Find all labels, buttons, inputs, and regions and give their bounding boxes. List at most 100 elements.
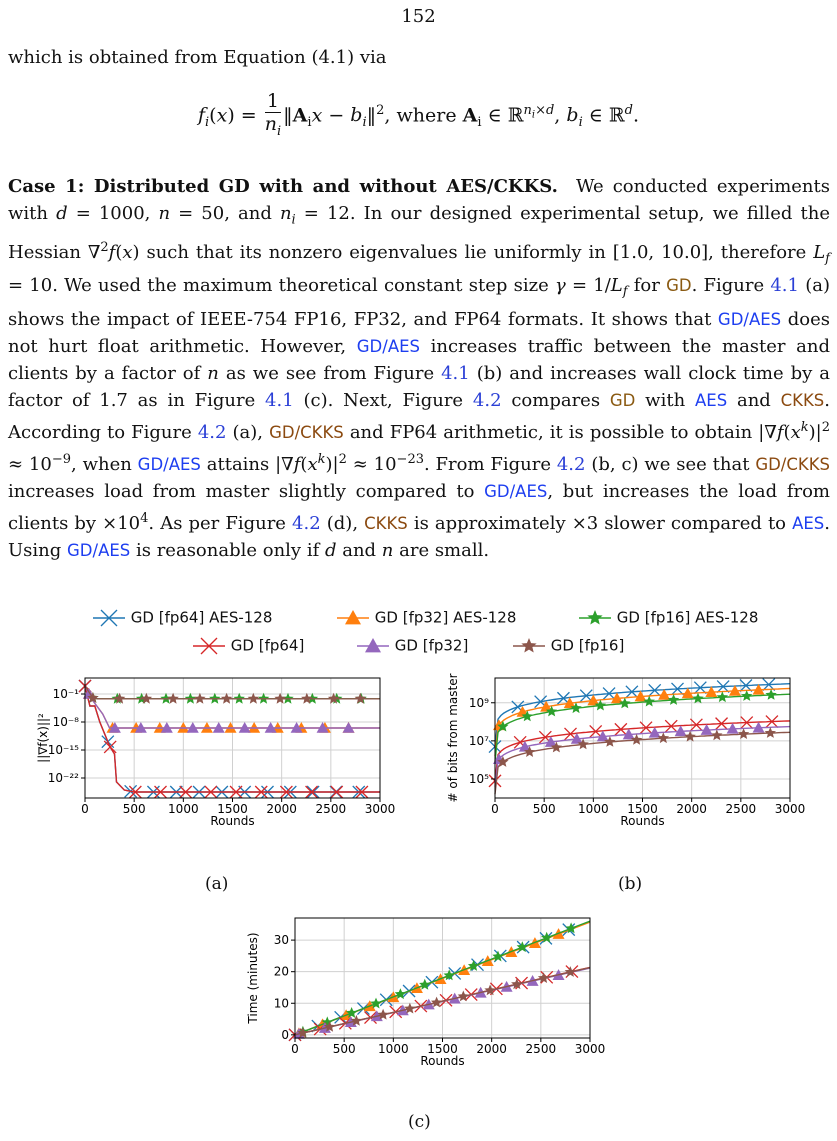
data-point: [370, 997, 382, 1009]
chart-legend: GD [fp64] AES-128 GD [fp32] AES-128 GD […: [0, 608, 837, 664]
legend-symbol: [200, 637, 218, 655]
data-point: [345, 1007, 358, 1018]
eq-where: , where: [384, 104, 457, 127]
data-point: [516, 705, 529, 717]
data-point: [563, 697, 576, 709]
data-point: [518, 740, 531, 752]
data-point: [430, 996, 443, 1008]
data-point: [521, 710, 533, 722]
x-tick-label: 2500: [726, 802, 757, 816]
data-point: [614, 722, 628, 736]
data-point: [619, 697, 631, 709]
legend-item-1: GD [fp32] AES-128: [336, 608, 516, 628]
x-tick-label: 2000: [266, 802, 297, 816]
x-tick-label: 1500: [217, 802, 248, 816]
data-point: [305, 785, 319, 799]
y-tick-label: 10⁻¹⁵: [48, 743, 79, 757]
data-point: [279, 785, 293, 799]
data-point: [648, 726, 661, 738]
data-point: [657, 732, 670, 744]
data-point: [492, 950, 504, 962]
data-point: [544, 736, 557, 747]
chart-a: 0 500 1000 1500 2000 2500 3000 10⁻¹ 10⁻⁸ 10⁻¹⁵ 10⁻…: [36, 677, 395, 828]
data-point: [594, 699, 607, 711]
data-point: [327, 692, 340, 704]
data-point: [684, 730, 696, 742]
data-point: [570, 702, 582, 714]
data-point: [625, 685, 639, 699]
data-point: [247, 692, 260, 704]
data-point: [693, 681, 707, 695]
data-point: [204, 785, 218, 799]
data-point: [643, 695, 655, 707]
data-point: [577, 738, 589, 750]
chart-c: 0 500 1000 1500 2000 2500 3000 0 10 20 30 Rounds Tim…: [246, 917, 606, 1068]
data-point: [739, 679, 753, 692]
legend-symbol: [587, 610, 603, 625]
y-tick-label: 10⁻²²: [48, 771, 79, 785]
data-point: [194, 692, 206, 704]
legend-symbol: [521, 638, 537, 653]
data-point: [541, 931, 553, 943]
data-point: [457, 990, 470, 1002]
legend-item-5: GD [fp16]: [512, 636, 624, 656]
y-tick-label: 10⁷: [469, 734, 489, 748]
series-line: [494, 725, 791, 787]
data-point: [726, 722, 739, 734]
legend-marker-2: [579, 610, 611, 625]
equation: fi(x) = 1 ni ‖Aix − bi‖2, where Ai ∈ ℝni×d…: [197, 90, 640, 139]
data-point: [316, 722, 329, 733]
y-tick-label: 30: [274, 933, 289, 947]
legend-item-0: GD [fp64] AES-128: [92, 608, 272, 628]
x-tick-label: 1500: [627, 802, 658, 816]
case-paragraph: Case 1: Distributed GD with and without …: [8, 176, 831, 561]
data-point: [128, 785, 142, 799]
y-tick-label: 10⁹: [469, 696, 489, 710]
x-tick-label: 3000: [575, 1042, 606, 1056]
data-point: [342, 722, 355, 733]
caption-c: (c): [408, 1112, 431, 1132]
data-point: [692, 692, 704, 704]
data-point: [700, 724, 713, 735]
x-tick-label: 1000: [168, 802, 199, 816]
y-axis-label: ||∇f(x)||²: [36, 713, 50, 763]
data-point: [467, 960, 480, 971]
data-point: [764, 727, 776, 738]
data-point: [154, 785, 167, 799]
legend-symbol: [365, 638, 381, 653]
y-tick-label: 10⁵: [469, 772, 489, 786]
x-axis-label: Rounds: [420, 1054, 464, 1068]
legend-marker-0: [93, 609, 125, 627]
data-point: [564, 966, 576, 977]
data-point: [355, 785, 369, 799]
data-point: [229, 785, 243, 799]
data-point: [737, 728, 750, 739]
data-point: [297, 1027, 309, 1038]
data-point: [565, 922, 577, 934]
series-line: [84, 685, 380, 793]
y-tick-label: 0: [281, 1028, 289, 1042]
data-point: [570, 732, 583, 744]
data-point: [728, 684, 741, 696]
data-point: [140, 692, 153, 704]
data-point: [377, 1008, 389, 1020]
data-point: [648, 683, 662, 697]
x-tick-label: 2000: [476, 1042, 507, 1056]
x-axis-label: Rounds: [620, 814, 664, 828]
x-tick-label: 500: [333, 1042, 356, 1056]
chart-b: 0 500 1000 1500 2000 2500 3000 10⁵ 10⁷ 10⁹ Rounds #…: [446, 673, 805, 828]
series-line: [494, 693, 791, 762]
data-point: [634, 690, 647, 702]
data-point: [274, 692, 286, 704]
data-point: [497, 756, 509, 767]
data-point: [511, 978, 523, 990]
data-point: [664, 719, 678, 733]
legend-marker-3: [193, 637, 225, 655]
data-point: [740, 716, 754, 730]
series-line: [494, 720, 791, 781]
data-point: [667, 694, 680, 705]
data-point: [604, 736, 616, 747]
y-tick-label: 10⁻¹: [53, 687, 80, 701]
data-point: [630, 733, 643, 745]
data-point: [443, 969, 455, 981]
